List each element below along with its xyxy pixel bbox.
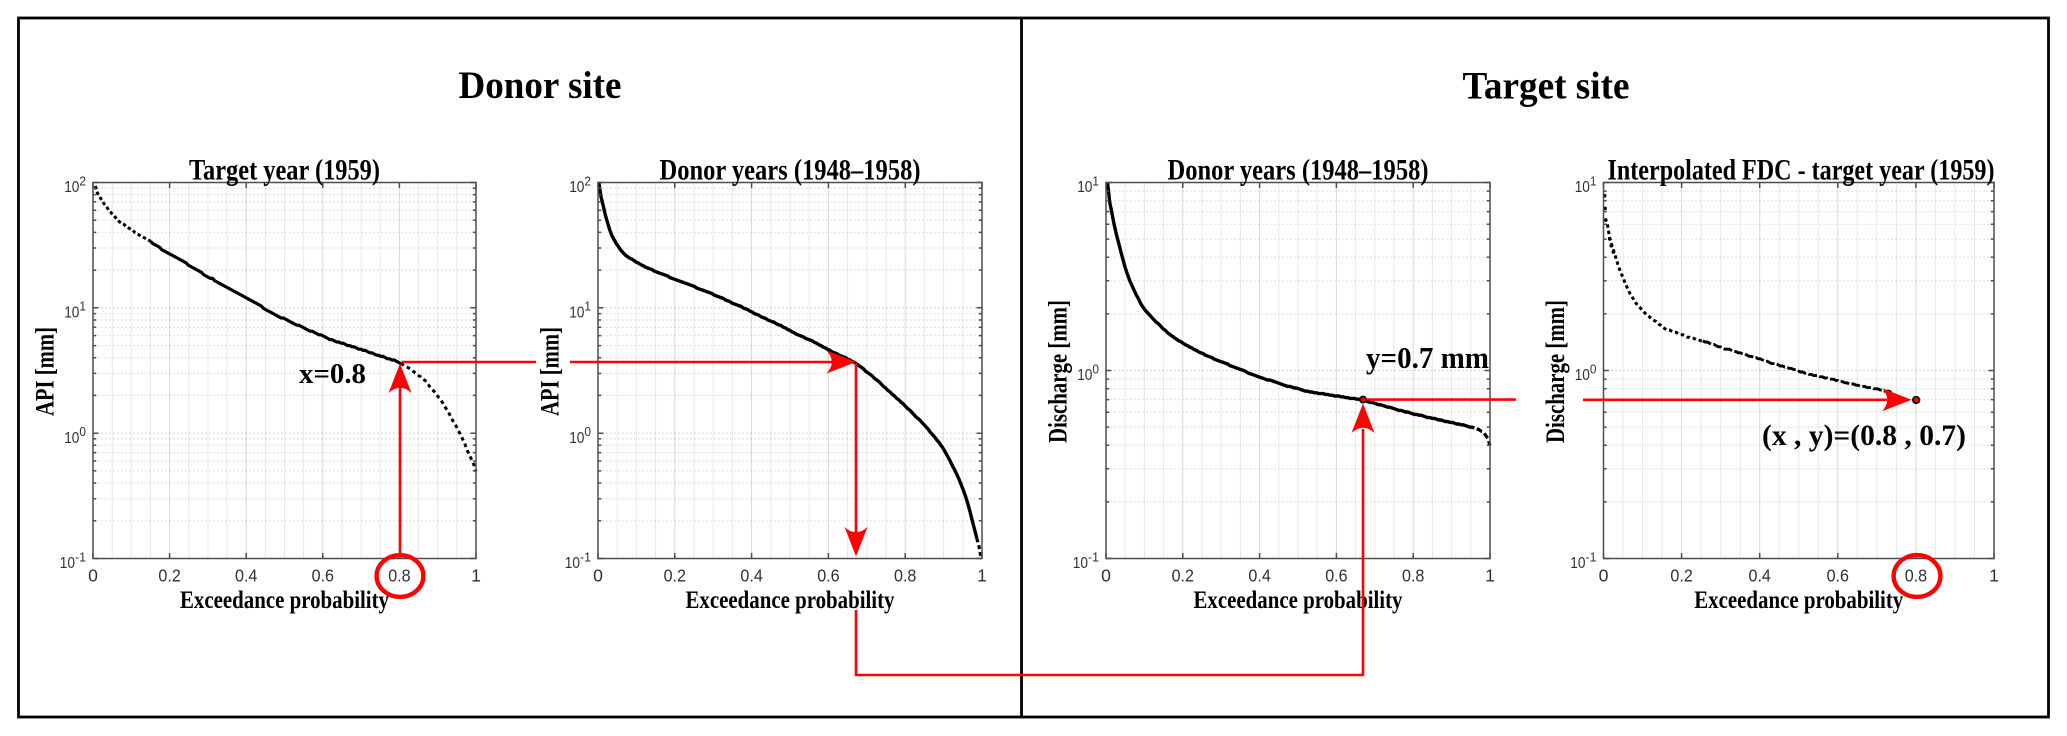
svg-text:1: 1 <box>584 299 591 314</box>
svg-text:1: 1 <box>1989 566 1999 586</box>
svg-text:Donor site: Donor site <box>459 64 622 107</box>
svg-text:2: 2 <box>584 173 591 188</box>
svg-text:-1: -1 <box>1088 549 1099 564</box>
svg-text:0: 0 <box>1101 566 1111 586</box>
svg-text:10: 10 <box>569 179 584 196</box>
svg-text:API [mm]: API [mm] <box>536 327 565 416</box>
svg-text:0.6: 0.6 <box>312 566 335 586</box>
svg-text:0: 0 <box>584 424 591 439</box>
svg-text:0.4: 0.4 <box>740 566 763 586</box>
svg-text:0.2: 0.2 <box>1670 566 1692 586</box>
svg-text:1: 1 <box>1092 173 1099 188</box>
svg-text:0: 0 <box>1599 566 1609 586</box>
svg-text:0.4: 0.4 <box>1248 566 1271 586</box>
svg-text:0.6: 0.6 <box>1827 566 1850 586</box>
svg-text:0.8: 0.8 <box>1905 566 1928 586</box>
svg-text:10: 10 <box>60 555 75 572</box>
svg-text:Exceedance probability: Exceedance probability <box>686 585 895 614</box>
svg-text:Interpolated FDC - target year: Interpolated FDC - target year (1959) <box>1608 154 1995 187</box>
svg-text:Exceedance probability: Exceedance probability <box>180 585 389 614</box>
svg-text:10: 10 <box>1077 367 1092 384</box>
svg-text:0: 0 <box>88 566 98 586</box>
svg-text:0.8: 0.8 <box>1402 566 1425 586</box>
svg-text:1: 1 <box>977 566 987 586</box>
svg-text:1: 1 <box>1485 566 1495 586</box>
svg-text:0.8: 0.8 <box>388 566 411 586</box>
svg-text:Discharge [mm]: Discharge [mm] <box>1541 300 1570 443</box>
svg-text:Exceedance probability: Exceedance probability <box>1194 585 1403 614</box>
svg-text:10: 10 <box>569 304 584 321</box>
svg-text:0.2: 0.2 <box>1172 566 1194 586</box>
svg-text:0.4: 0.4 <box>1749 566 1772 586</box>
svg-text:Donor years (1948–1958): Donor years (1948–1958) <box>1168 154 1429 187</box>
svg-text:10: 10 <box>569 430 584 447</box>
svg-text:10: 10 <box>1575 179 1590 196</box>
svg-text:10: 10 <box>1077 179 1092 196</box>
svg-text:y=0.7 mm: y=0.7 mm <box>1366 340 1489 375</box>
svg-text:Exceedance probability: Exceedance probability <box>1694 585 1903 614</box>
svg-text:0: 0 <box>1092 361 1099 376</box>
svg-text:10: 10 <box>64 430 79 447</box>
svg-text:-1: -1 <box>580 549 591 564</box>
svg-text:Target site: Target site <box>1463 65 1630 108</box>
svg-text:Target year (1959): Target year (1959) <box>189 154 380 187</box>
svg-text:0: 0 <box>1590 361 1597 376</box>
svg-text:-1: -1 <box>1586 549 1597 564</box>
svg-text:0.2: 0.2 <box>664 566 686 586</box>
svg-text:1: 1 <box>1590 173 1597 188</box>
svg-text:1: 1 <box>79 299 86 314</box>
svg-text:(x , y)=(0.8 , 0.7): (x , y)=(0.8 , 0.7) <box>1762 419 1966 452</box>
svg-text:Discharge [mm]: Discharge [mm] <box>1044 300 1073 443</box>
svg-text:0.4: 0.4 <box>235 566 258 586</box>
svg-text:0.6: 0.6 <box>817 566 840 586</box>
svg-text:0.8: 0.8 <box>894 566 917 586</box>
svg-text:0: 0 <box>593 566 603 586</box>
svg-text:1: 1 <box>471 566 481 586</box>
svg-text:0: 0 <box>79 424 86 439</box>
svg-text:10: 10 <box>1073 555 1088 572</box>
svg-text:2: 2 <box>79 173 86 188</box>
svg-text:10: 10 <box>64 304 79 321</box>
svg-text:0.2: 0.2 <box>158 566 180 586</box>
svg-text:10: 10 <box>1575 367 1590 384</box>
svg-text:-1: -1 <box>75 549 86 564</box>
svg-text:0.6: 0.6 <box>1325 566 1348 586</box>
svg-text:10: 10 <box>565 555 580 572</box>
svg-text:10: 10 <box>1570 555 1585 572</box>
svg-text:10: 10 <box>64 179 79 196</box>
svg-text:API [mm]: API [mm] <box>31 327 60 416</box>
svg-text:Donor years (1948–1958): Donor years (1948–1958) <box>660 154 921 187</box>
svg-text:x=0.8: x=0.8 <box>299 358 366 390</box>
